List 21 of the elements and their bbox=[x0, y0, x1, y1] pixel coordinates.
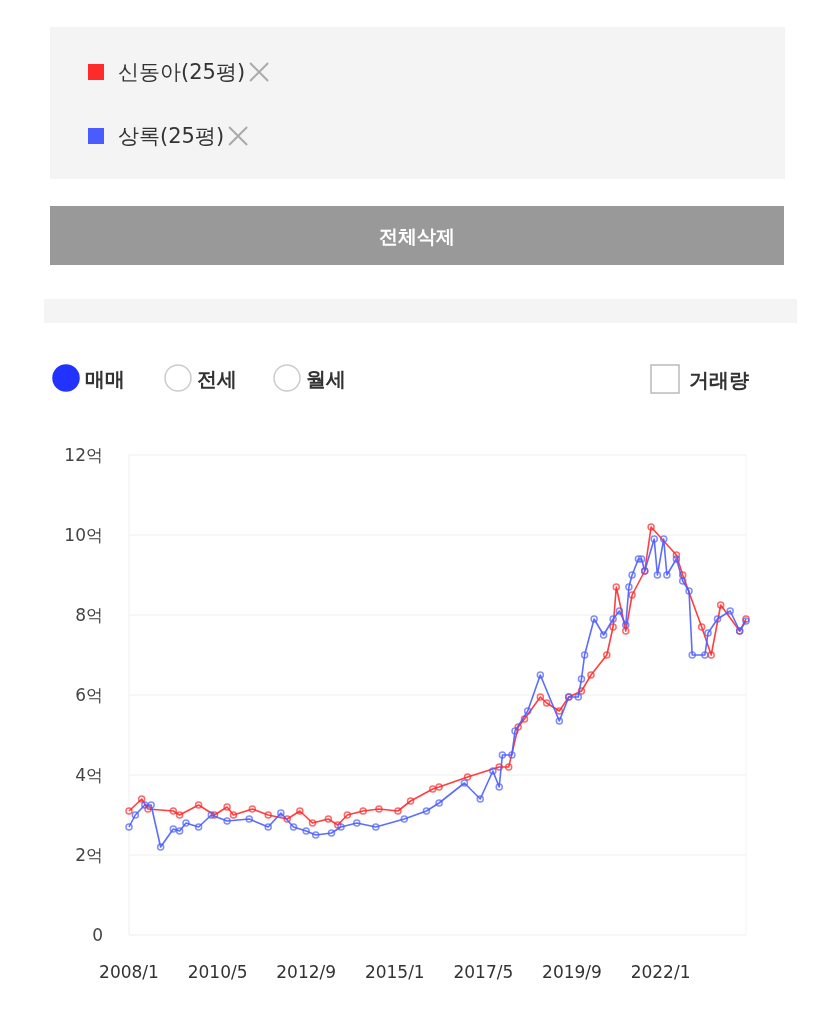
text: 전세 bbox=[197, 367, 237, 391]
y-tick-label: 12억 bbox=[64, 445, 103, 465]
x-tick-label: 2019/9 bbox=[542, 962, 602, 982]
y-tick-label: 8억 bbox=[75, 605, 103, 625]
x-tick-label: 2017/5 bbox=[453, 962, 514, 982]
y-tick-label: 0 bbox=[92, 925, 103, 945]
text: 매매 bbox=[85, 367, 125, 391]
text: 월세 bbox=[306, 367, 346, 391]
text: 거래량 bbox=[689, 368, 749, 392]
x-tick-label: 2015/1 bbox=[364, 962, 425, 982]
y-tick-label: 10억 bbox=[64, 525, 103, 545]
legend-label: 신동아(25평) bbox=[118, 60, 246, 84]
x-tick-label: 2010/5 bbox=[187, 962, 248, 982]
text: 전체삭제 bbox=[379, 225, 455, 247]
x-tick-label: 2022/1 bbox=[630, 962, 691, 982]
y-tick-label: 6억 bbox=[75, 685, 103, 705]
y-tick-label: 2억 bbox=[75, 845, 103, 865]
x-tick-label: 2012/9 bbox=[276, 962, 337, 982]
legend-label: 상록(25평) bbox=[118, 124, 225, 148]
x-tick-label: 2008/1 bbox=[99, 962, 159, 982]
y-tick-label: 4억 bbox=[75, 765, 103, 785]
